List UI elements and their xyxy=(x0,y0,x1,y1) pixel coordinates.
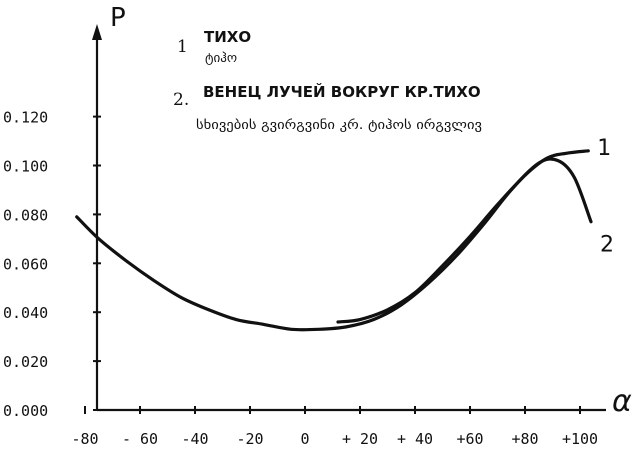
y-tick-label: 0.040 xyxy=(3,304,48,322)
legend-1-number: 1 xyxy=(177,37,188,57)
axes xyxy=(92,24,606,412)
x-tick-label: -20 xyxy=(236,430,263,448)
x-tick-label: +100 xyxy=(562,430,598,448)
axis-ticks: 0.000 0.020 0.040 0.060 0.080 0.100 0.120 -80 - … xyxy=(3,109,598,448)
series-2-line xyxy=(75,157,593,332)
x-tick-label: -80 xyxy=(71,430,98,448)
legend: 1 ТИХО ტიჰო 2. ВЕНЕЦ ЛУЧЕЙ ВОКРУГ КР.ТИХ… xyxy=(173,28,482,133)
series-2-label: 2 xyxy=(600,233,614,258)
x-tick-label: -40 xyxy=(181,430,208,448)
series-labels: 12 xyxy=(597,136,614,258)
legend-2-georgian: სხივების გვირგვინი კრ. ტიჰოს ირგვლივ xyxy=(196,118,482,133)
x-tick-label: 0 xyxy=(300,430,309,448)
legend-1-russian: ТИХО xyxy=(204,28,251,46)
series-1-label: 1 xyxy=(597,136,611,161)
y-tick-label: 0.120 xyxy=(3,109,48,127)
y-tick-label: 0.020 xyxy=(3,353,48,371)
y-axis-arrow xyxy=(92,24,102,40)
y-axis-label: P xyxy=(110,3,126,33)
y-tick-label: 0.060 xyxy=(3,255,48,273)
legend-2-number: 2. xyxy=(173,90,189,110)
y-tick-label: 0.100 xyxy=(3,158,48,176)
series xyxy=(75,149,593,332)
x-tick-label: +60 xyxy=(456,430,483,448)
legend-1-georgian: ტიჰო xyxy=(205,51,237,66)
x-tick-label: + 40 xyxy=(397,430,433,448)
series-1-line xyxy=(336,149,590,324)
y-tick-label: 0.080 xyxy=(3,206,48,224)
x-tick-label: - 60 xyxy=(122,430,158,448)
x-tick-label: + 20 xyxy=(342,430,378,448)
y-tick-label: 0.000 xyxy=(3,402,48,420)
x-tick-label: +80 xyxy=(511,430,538,448)
legend-2-russian: ВЕНЕЦ ЛУЧЕЙ ВОКРУГ КР.ТИХО xyxy=(203,82,481,101)
x-axis-label: α xyxy=(612,384,632,419)
